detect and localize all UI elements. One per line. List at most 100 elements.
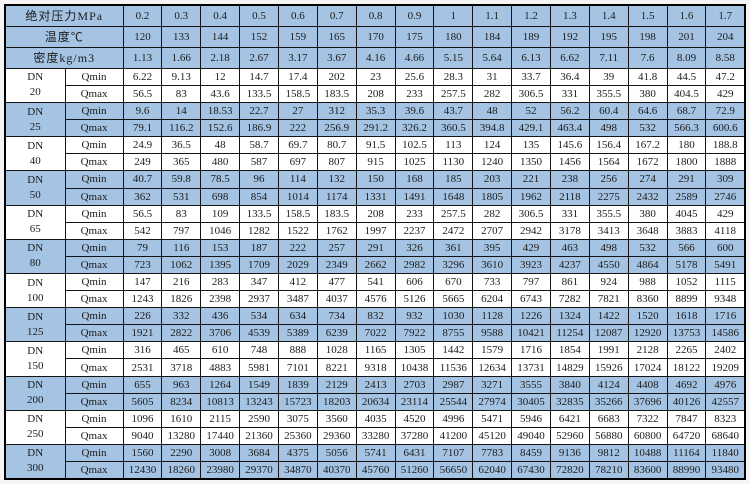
- qmax-value-cell: 4864: [627, 255, 668, 275]
- qmin-label-cell: Qmin: [64, 102, 124, 121]
- qmax-label-cell: Qmax: [64, 358, 124, 377]
- qmax-value-cell: 51260: [394, 461, 435, 480]
- qmin-value-cell: 238: [549, 170, 590, 189]
- density-value-cell: 6.13: [511, 46, 551, 69]
- qmin-value-cell: 2115: [200, 409, 241, 428]
- qmin-value-cell: 4996: [433, 409, 474, 428]
- qmax-value-cell: 18203: [316, 392, 357, 411]
- qmax-label-cell: Qmax: [64, 461, 124, 480]
- qmax-value-cell: 8360: [627, 290, 668, 309]
- dn-size-value: 65: [29, 223, 41, 236]
- qmax-value-cell: 723: [122, 255, 163, 275]
- qmin-value-cell: 566: [666, 238, 707, 257]
- qmin-value-cell: 6421: [549, 409, 590, 428]
- qmin-value-cell: 3075: [277, 409, 318, 428]
- qmax-value-cell: 83: [161, 84, 202, 104]
- qmax-row-dn-200: Qmax 5605 8234 10813 13243 15723 18203 20634 231…: [5, 392, 746, 411]
- qmax-value-cell: 9588: [472, 324, 513, 343]
- qmin-value-cell: 1610: [161, 409, 202, 428]
- qmax-value-cell: 2432: [627, 187, 668, 206]
- qmin-value-cell: 31: [472, 67, 513, 86]
- qmin-value-cell: 47.2: [705, 67, 746, 86]
- qmax-value-cell: 380: [627, 84, 668, 104]
- qmin-value-cell: 60.4: [588, 102, 629, 121]
- dn-prefix-label: DN: [27, 105, 44, 118]
- qmin-value-cell: 1549: [239, 375, 279, 394]
- temperature-header-row: 温度℃ 120 133 144 152 159 165 170 175 180 184 189 192 1…: [4, 25, 746, 48]
- qmin-row-dn-80: DN 80 Qmin 79 116 153 187 222 257 291 326 361 395 429…: [4, 238, 746, 275]
- density-value-cell: 4.66: [394, 46, 435, 69]
- qmax-value-cell: 1522: [277, 221, 318, 240]
- qmax-value-cell: 2937: [239, 290, 279, 309]
- qmax-value-cell: 7922: [394, 324, 435, 343]
- density-value-cell: 8.09: [666, 46, 707, 69]
- qmax-value-cell: 11254: [549, 324, 590, 343]
- qmax-value-cell: 56650: [433, 461, 474, 480]
- qmin-value-cell: 4124: [588, 375, 629, 394]
- qmax-row-dn-300: Qmax 12430 18260 23980 29370 34870 40370 45760 5…: [5, 461, 746, 480]
- qmax-value-cell: 2531: [122, 358, 163, 377]
- qmin-value-cell: 9136: [549, 443, 590, 463]
- qmin-value-cell: 2129: [316, 375, 357, 394]
- qmin-value-cell: 167.2: [627, 136, 668, 155]
- pressure-header-row: 绝对压力MPa 0.2 0.3 0.4 0.5 0.6 0.7 0.8 0.9 1 1.1 1.2 1.…: [4, 4, 746, 27]
- qmin-value-cell: 41.8: [627, 67, 668, 86]
- dn-size-cell: DN 125: [4, 307, 66, 343]
- pressure-value-cell: 0.7: [316, 4, 357, 27]
- qmin-label-cell: Qmin: [64, 341, 124, 360]
- qmin-value-cell: 79: [122, 238, 163, 257]
- qmax-value-cell: 1709: [239, 255, 279, 275]
- qmax-value-cell: 1762: [316, 221, 357, 240]
- qmin-value-cell: 429: [511, 238, 551, 257]
- qmax-label-cell: Qmax: [64, 255, 124, 275]
- qmax-label-cell: Qmax: [64, 187, 124, 206]
- qmin-value-cell: 2290: [161, 443, 202, 463]
- qmax-value-cell: 30405: [511, 392, 551, 411]
- qmax-label-cell: Qmax: [64, 153, 124, 172]
- density-value-cell: 7.11: [588, 46, 629, 69]
- qmin-value-cell: 1052: [666, 272, 707, 292]
- temperature-value-cell: 120: [122, 25, 163, 48]
- qmax-value-cell: 429.1: [511, 119, 551, 138]
- temperature-value-cell: 204: [705, 25, 746, 48]
- qmin-value-cell: 282: [472, 204, 513, 223]
- density-row-label: 密度kg/m3: [4, 46, 124, 69]
- qmax-value-cell: 4576: [355, 290, 396, 309]
- qmin-value-cell: 1324: [549, 307, 590, 326]
- qmax-value-cell: 12430: [122, 461, 163, 480]
- qmin-label-cell: Qmin: [64, 170, 124, 189]
- qmax-value-cell: 17440: [200, 426, 241, 445]
- qmin-value-cell: 150: [355, 170, 396, 189]
- qmax-label-cell: Qmax: [64, 426, 124, 445]
- qmin-value-cell: 5471: [472, 409, 513, 428]
- qmin-value-cell: 216: [161, 272, 202, 292]
- qmin-value-cell: 1839: [277, 375, 318, 394]
- qmin-value-cell: 734: [316, 307, 357, 326]
- dn-size-value: 300: [27, 462, 44, 475]
- qmax-value-cell: 186.9: [239, 119, 279, 138]
- qmin-value-cell: 5946: [511, 409, 551, 428]
- dn-prefix-label: DN: [27, 242, 44, 255]
- qmax-value-cell: 854: [239, 187, 279, 206]
- qmin-value-cell: 35.3: [355, 102, 396, 121]
- qmin-value-cell: 114: [277, 170, 318, 189]
- qmax-value-cell: 1491: [394, 187, 435, 206]
- qmin-value-cell: 436: [200, 307, 241, 326]
- qmax-value-cell: 1025: [394, 153, 435, 172]
- qmax-value-cell: 62040: [472, 461, 513, 480]
- qmax-value-cell: 183.5: [316, 84, 357, 104]
- qmin-value-cell: 68.7: [666, 102, 707, 121]
- qmax-value-cell: 1062: [161, 255, 202, 275]
- qmin-value-cell: 11840: [705, 443, 746, 463]
- qmin-value-cell: 91.5: [355, 136, 396, 155]
- qmin-value-cell: 124: [472, 136, 513, 155]
- qmin-value-cell: 6683: [588, 409, 629, 428]
- qmin-value-cell: 2703: [394, 375, 435, 394]
- qmax-value-cell: 306.5: [511, 84, 551, 104]
- qmin-value-cell: 22.7: [239, 102, 279, 121]
- qmax-value-cell: 5126: [394, 290, 435, 309]
- qmax-value-cell: 1997: [355, 221, 396, 240]
- dn-size-cell: DN 300: [4, 443, 66, 480]
- qmax-value-cell: 1826: [161, 290, 202, 309]
- temperature-value-cell: 133: [161, 25, 202, 48]
